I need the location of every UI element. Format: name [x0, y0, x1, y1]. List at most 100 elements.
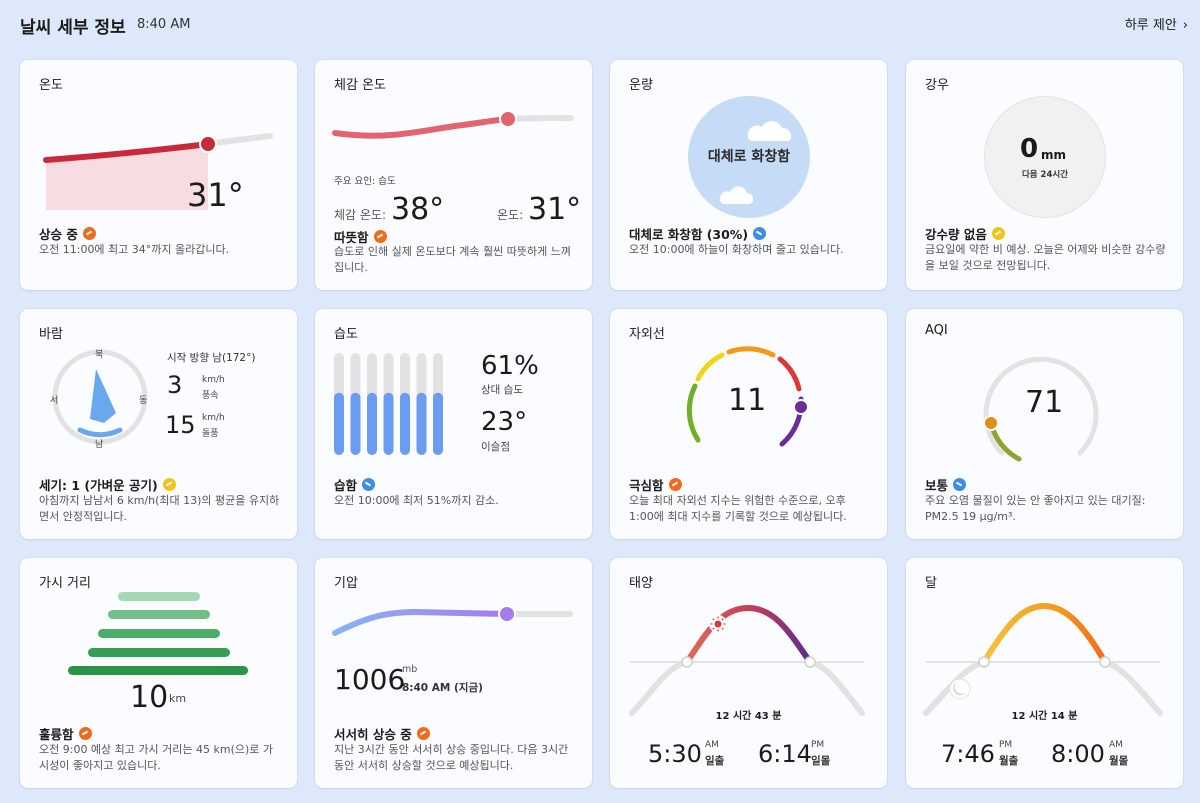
- chevron-right-icon: ›: [1182, 18, 1188, 33]
- card-title: 강우: [925, 78, 949, 93]
- humidity-value: 61%: [481, 351, 539, 381]
- humidity-label: 상대 습도: [481, 384, 523, 396]
- trend-up-icon: [82, 227, 96, 240]
- daily-suggestion-label: 하루 제안: [1124, 18, 1177, 33]
- temperature-desc: 오전 11:00에 최고 34°까지 올라갑니다.: [39, 243, 230, 256]
- trend-up-icon: [373, 230, 387, 243]
- wind-speed-label: 풍속: [202, 391, 219, 401]
- wind-gust: 15: [165, 411, 196, 439]
- pressure-graph: [332, 605, 573, 636]
- trend-flat-icon: [162, 478, 176, 491]
- temperature-graph: [43, 133, 273, 210]
- card-title: 가시 거리: [39, 576, 91, 591]
- wind-card[interactable]: 바람 북 남 동 서 시작 방향 남(172°) 3 km/h 풍속 15 km…: [20, 309, 297, 539]
- card-title: 달: [925, 576, 937, 591]
- cloud-status-label: 대체로 화창함 (30%): [629, 227, 749, 242]
- feels-status-label: 따뜻함: [334, 230, 369, 245]
- feels-label: 체감 온도:: [334, 208, 387, 222]
- card-title: 체감 온도: [334, 78, 386, 93]
- humidity-bar-fill: [400, 392, 410, 455]
- humidity-bars: [334, 353, 443, 455]
- feels-like-card[interactable]: 체감 온도 주요 요인: 습도 체감 온도: 38° 온도: 31° 따뜻함 습…: [315, 60, 592, 290]
- wind-compass: [52, 349, 148, 445]
- pressure-desc: 지난 3시간 동안 서서히 상승 중입니다. 다음 3시간 동안 서서히 상승할…: [334, 743, 569, 772]
- cloud-icons: [719, 121, 792, 204]
- uv-value: 11: [728, 383, 767, 418]
- aqi-status: 보통: [925, 475, 967, 494]
- wind-status-label: 세기: 1 (가벼운 공기): [39, 478, 158, 493]
- cloud-desc: 오전 10:00에 하늘이 화창하며 줄고 있습니다.: [629, 243, 844, 256]
- wind-speed-unit: km/h: [202, 375, 225, 385]
- uv-card[interactable]: 자외선 11 극심함 오늘 최대 자외선 지수는 위험한 수준으로, 오후 1:…: [610, 309, 887, 539]
- visibility-status-label: 훌륭함: [39, 727, 74, 742]
- card-title: 온도: [39, 78, 63, 93]
- humidity-bar-fill: [383, 392, 394, 455]
- moonrise-ampm: PM: [999, 740, 1013, 750]
- rain-unit: mm: [1041, 148, 1067, 162]
- daily-suggestion-link[interactable]: 하루 제안 ›: [1125, 14, 1188, 33]
- actual-temp-value: 31°: [528, 192, 582, 227]
- card-title: 기압: [334, 576, 358, 591]
- page-header: 날씨 세부 정보 8:40 AM 하루 제안 ›: [20, 12, 1192, 38]
- sunset-time: 6:14: [758, 740, 812, 768]
- visibility-unit: km: [169, 692, 187, 705]
- rain-desc: 금요일에 약한 비 예상. 오늘은 어제와 비슷한 강수량을 보일 것으로 전망…: [925, 243, 1166, 272]
- humidity-bar-fill: [433, 392, 443, 455]
- pressure-time: 8:40 AM (지금): [402, 682, 483, 694]
- feels-value: 38°: [391, 192, 445, 227]
- cloud-status: 대체로 화창함 (30%): [629, 224, 767, 243]
- uv-status: 극심함: [629, 475, 682, 494]
- trend-up-icon: [668, 478, 682, 491]
- temperature-value: 31°: [187, 176, 244, 214]
- moonrise-time: 7:46: [941, 740, 995, 768]
- humidity-card[interactable]: 습도 61% 상대 습도 23° 이슬점 습함 오전 10:00에 최저 51%…: [315, 309, 592, 539]
- current-time: 8:40 AM: [137, 17, 191, 32]
- compass-south: 남: [95, 440, 104, 450]
- pressure-card[interactable]: 기압 1006 mb 8:40 AM (지금) 서서히 상승 중 지난 3시간 …: [315, 558, 592, 788]
- sunset-ampm: PM: [811, 740, 825, 750]
- uv-gauge: [686, 346, 809, 447]
- precipitation-card[interactable]: 강우 0 mm 다음 24시간 강수량 없음 금요일에 약한 비 예상. 오늘은…: [906, 60, 1183, 290]
- humidity-status-label: 습함: [334, 478, 358, 493]
- humidity-bar-fill: [416, 392, 427, 455]
- aqi-value: 71: [1025, 385, 1064, 420]
- moon-card[interactable]: 달 12 시간 14 분 7:46 PM 월출 8:00 AM 월몰: [906, 558, 1183, 788]
- wind-speed: 3: [167, 371, 183, 399]
- compass-west: 서: [50, 396, 59, 406]
- wind-direction: 시작 방향 남(172°): [167, 352, 256, 364]
- uv-status-label: 극심함: [629, 478, 664, 493]
- rain-value: 0: [1020, 134, 1039, 164]
- trend-down-icon: [362, 478, 376, 491]
- card-title: 자외선: [629, 327, 665, 342]
- moon-duration: 12 시간 14 분: [1011, 711, 1078, 722]
- humidity-bar-fill: [350, 392, 361, 455]
- card-title: 태양: [629, 576, 653, 591]
- sun-duration: 12 시간 43 분: [715, 711, 782, 722]
- aqi-status-label: 보통: [925, 478, 949, 493]
- rain-status: 강수량 없음: [925, 224, 1005, 243]
- rain-status-label: 강수량 없음: [925, 227, 987, 242]
- dew-point-value: 23°: [481, 407, 528, 437]
- humidity-status: 습함: [334, 475, 376, 494]
- uv-desc: 오늘 최대 자외선 지수는 위험한 수준으로, 오후 1:00에 최대 지수를 …: [629, 494, 847, 523]
- moonrise-label: 월출: [999, 755, 1019, 767]
- pressure-unit: mb: [402, 664, 418, 675]
- sun-arc: [629, 604, 865, 716]
- compass-east: 동: [139, 396, 148, 406]
- temperature-card[interactable]: 온도 31° 상승 중 오전 11:00에 최고 34°까지 올라갑니다.: [20, 60, 297, 290]
- wind-desc: 아침까지 남남서 6 km/h(최대 13)의 평균을 유지하면서 안정적입니다…: [39, 494, 280, 523]
- moonset-label: 월몰: [1109, 755, 1129, 767]
- visibility-card[interactable]: 가시 거리 10 km 훌륭함 오전 9:00 예상 최고 가시 거리는 45 …: [20, 558, 297, 788]
- cloud-cover-card[interactable]: 운량 대체로 화창함 대체로 화창함 (30%) 오전 10:00에 하늘이 화…: [610, 60, 887, 290]
- sunrise-ampm: AM: [705, 740, 719, 750]
- visibility-value: 10: [130, 680, 169, 715]
- card-title: 운량: [629, 78, 653, 93]
- aqi-card[interactable]: AQI 71 보통 주요 오염 물질이 있는 안 좋아지고 있는 대기질: PM…: [906, 309, 1183, 539]
- humidity-bar-fill: [367, 392, 377, 455]
- cloud-circle-label: 대체로 화창함: [707, 149, 791, 165]
- feels-status: 따뜻함: [334, 227, 387, 246]
- sun-card[interactable]: 태양 12 시간 43 분 5:30 AM 일출 6:14 PM 일몰: [610, 558, 887, 788]
- pressure-status-label: 서서히 상승 중: [334, 727, 412, 742]
- rain-period: 다음 24시간: [1021, 170, 1069, 180]
- feels-like-graph: [332, 110, 574, 139]
